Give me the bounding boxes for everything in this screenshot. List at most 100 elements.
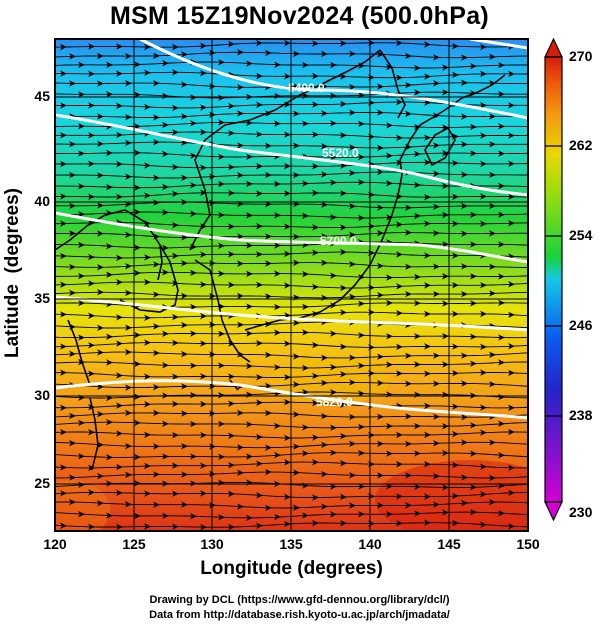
- streamline-arrow: [349, 50, 356, 57]
- streamline-arrow: [125, 139, 132, 147]
- streamline-arrow: [181, 51, 188, 58]
- streamline-arrow: [414, 300, 421, 307]
- streamline-arrow: [256, 492, 263, 499]
- streamline-arrow: [228, 523, 235, 531]
- streamline-arrow: [452, 310, 459, 318]
- streamline-arrow: [218, 362, 225, 369]
- streamline-arrow: [237, 409, 244, 417]
- streamline-arrow: [340, 248, 347, 256]
- streamline-arrow: [228, 102, 235, 110]
- streamline-arrow: [88, 132, 95, 139]
- streamline-arrow: [405, 413, 412, 420]
- streamline-arrow: [377, 51, 384, 58]
- streamline-arrow: [321, 171, 328, 178]
- streamline-arrow: [414, 181, 421, 189]
- streamline-arrow: [60, 102, 67, 109]
- streamline-arrow: [237, 84, 244, 91]
- streamline-arrow: [461, 499, 468, 507]
- streamline-arrow: [246, 330, 253, 337]
- streamline-arrow: [424, 193, 431, 201]
- streamline-arrow: [125, 471, 132, 479]
- streamline-arrow: [153, 291, 160, 298]
- streamline-arrow: [396, 221, 403, 228]
- streamline-arrow: [470, 150, 477, 157]
- streamline-arrow: [452, 71, 459, 79]
- streamline-arrow: [480, 102, 487, 109]
- streamline-arrow: [200, 373, 207, 380]
- streamline-arrow: [470, 484, 477, 491]
- streamline-arrow: [330, 272, 337, 279]
- streamline-arrow: [302, 450, 309, 457]
- colorbar-upper-arrow: [544, 37, 563, 58]
- streamline-arrow: [284, 250, 291, 257]
- streamline-arrow: [284, 162, 291, 170]
- streamline-arrow: [414, 361, 421, 368]
- streamline-arrow: [78, 334, 85, 341]
- streamline-arrow: [144, 462, 151, 470]
- streamline-arrow: [246, 180, 253, 188]
- streamline-arrow: [321, 233, 328, 240]
- streamline-arrow: [358, 423, 365, 431]
- streamline-arrow: [377, 379, 384, 387]
- streamline-arrow: [377, 440, 384, 447]
- streamline-arrow: [153, 80, 160, 87]
- streamline-arrow: [330, 330, 337, 337]
- streamline-arrow: [480, 310, 487, 318]
- streamline-arrow: [78, 211, 85, 218]
- streamline-arrow: [396, 431, 403, 439]
- streamline-arrow: [60, 428, 67, 436]
- streamline-arrow: [452, 43, 459, 50]
- streamline-arrow: [284, 131, 291, 138]
- streamline-arrow: [97, 324, 104, 332]
- streamline-arrow: [218, 270, 225, 277]
- streamline-arrow: [424, 159, 431, 166]
- streamline-arrow: [321, 259, 328, 267]
- streamline-arrow: [442, 182, 449, 190]
- streamline-arrow: [172, 313, 179, 321]
- streamline-arrow: [153, 174, 160, 182]
- streamline-arrow: [60, 70, 67, 77]
- chart-title: MSM 15Z19Nov2024 (500.0hPa): [109, 2, 490, 30]
- streamline-arrow: [172, 69, 179, 76]
- streamline-arrow: [330, 179, 337, 186]
- streamline-arrow: [88, 312, 95, 319]
- streamline-arrow: [256, 223, 263, 230]
- streamline-arrow: [386, 122, 393, 129]
- streamline-arrow: [134, 419, 141, 427]
- streamline-arrow: [508, 70, 515, 78]
- streamline-arrow: [60, 404, 67, 411]
- streamline-arrow: [274, 329, 281, 336]
- streamline-arrow: [88, 370, 95, 377]
- y-tick-label: 40: [34, 193, 50, 209]
- streamline-arrow: [358, 362, 365, 369]
- streamline-arrow: [78, 61, 85, 69]
- streamline-arrow: [190, 182, 197, 189]
- streamline-arrow: [396, 343, 403, 351]
- streamline-arrow: [162, 121, 169, 129]
- streamline-arrow: [293, 411, 300, 418]
- streamline-arrow: [321, 201, 328, 208]
- streamline-arrow: [218, 211, 225, 219]
- streamline-arrow: [340, 100, 347, 108]
- streamline-arrow: [284, 73, 291, 80]
- streamline-arrow: [405, 52, 412, 60]
- streamline-arrow: [312, 283, 319, 291]
- streamline-arrow: [433, 203, 440, 210]
- streamline-arrow: [284, 340, 291, 347]
- streamline-arrow: [302, 512, 309, 519]
- streamline-arrow: [162, 512, 169, 520]
- streamline-arrow: [461, 474, 468, 481]
- contour-label: 5520.0: [322, 146, 359, 160]
- streamline-arrow: [330, 483, 337, 490]
- streamline-arrow: [228, 490, 235, 498]
- streamline-arrow: [125, 80, 132, 87]
- streamline-arrow: [274, 242, 281, 249]
- streamline-arrow: [256, 374, 263, 381]
- streamline-arrow: [256, 131, 263, 138]
- streamline-arrow: [69, 350, 76, 358]
- streamline-arrow: [60, 343, 67, 350]
- streamline-arrow: [433, 501, 440, 508]
- streamline-arrow: [97, 289, 104, 296]
- streamline-arrow: [69, 53, 76, 60]
- streamline-arrow: [386, 450, 393, 457]
